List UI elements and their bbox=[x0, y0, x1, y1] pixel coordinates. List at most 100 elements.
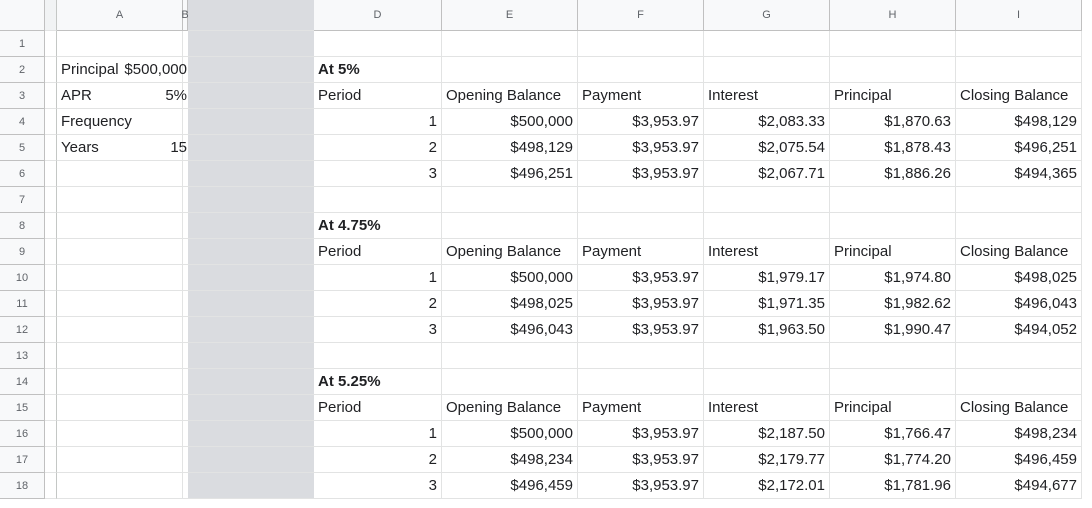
row-header-5[interactable]: 5 bbox=[0, 135, 45, 161]
cell-i3[interactable]: Closing Balance bbox=[956, 83, 1082, 109]
cell-e2[interactable] bbox=[442, 57, 578, 83]
cell-a18[interactable] bbox=[57, 473, 183, 499]
cell-g1[interactable] bbox=[704, 31, 830, 57]
cell-a12[interactable] bbox=[57, 317, 183, 343]
cell-a7[interactable] bbox=[57, 187, 183, 213]
cell-e18[interactable]: $496,459 bbox=[442, 473, 578, 499]
cell-i15[interactable]: Closing Balance bbox=[956, 395, 1082, 421]
column-header-a[interactable]: A bbox=[57, 0, 183, 31]
cell-e9[interactable]: Opening Balance bbox=[442, 239, 578, 265]
cell-g9[interactable]: Interest bbox=[704, 239, 830, 265]
cell-f17[interactable]: $3,953.97 bbox=[578, 447, 704, 473]
column-header-f[interactable]: F bbox=[578, 0, 704, 31]
cell-i18[interactable]: $494,677 bbox=[956, 473, 1082, 499]
cell-h3[interactable]: Principal bbox=[830, 83, 956, 109]
cell-f6[interactable]: $3,953.97 bbox=[578, 161, 704, 187]
cell-e13[interactable] bbox=[442, 343, 578, 369]
cell-h13[interactable] bbox=[830, 343, 956, 369]
column-header-g[interactable]: G bbox=[704, 0, 830, 31]
cell-i11[interactable]: $496,043 bbox=[956, 291, 1082, 317]
cell-h7[interactable] bbox=[830, 187, 956, 213]
cell-h17[interactable]: $1,774.20 bbox=[830, 447, 956, 473]
cell-a14[interactable] bbox=[57, 369, 183, 395]
cell-a4[interactable]: Frequency bbox=[57, 109, 183, 135]
row-header-6[interactable]: 6 bbox=[0, 161, 45, 187]
cell-g12[interactable]: $1,963.50 bbox=[704, 317, 830, 343]
cell-e11[interactable]: $498,025 bbox=[442, 291, 578, 317]
cell-d3[interactable]: Period bbox=[314, 83, 442, 109]
cell-d16[interactable]: 1 bbox=[314, 421, 442, 447]
row-header-4[interactable]: 4 bbox=[0, 109, 45, 135]
cell-i13[interactable] bbox=[956, 343, 1082, 369]
cell-g7[interactable] bbox=[704, 187, 830, 213]
cell-d12[interactable]: 3 bbox=[314, 317, 442, 343]
cell-e12[interactable]: $496,043 bbox=[442, 317, 578, 343]
cell-g8[interactable] bbox=[704, 213, 830, 239]
column-header-e[interactable]: E bbox=[442, 0, 578, 31]
cell-e4[interactable]: $500,000 bbox=[442, 109, 578, 135]
cell-f9[interactable]: Payment bbox=[578, 239, 704, 265]
cell-d17[interactable]: 2 bbox=[314, 447, 442, 473]
row-header-7[interactable]: 7 bbox=[0, 187, 45, 213]
select-all-corner[interactable] bbox=[0, 0, 45, 31]
row-header-11[interactable]: 11 bbox=[0, 291, 45, 317]
cell-g17[interactable]: $2,179.77 bbox=[704, 447, 830, 473]
cell-d6[interactable]: 3 bbox=[314, 161, 442, 187]
cell-i5[interactable]: $496,251 bbox=[956, 135, 1082, 161]
row-header-18[interactable]: 18 bbox=[0, 473, 45, 499]
cell-i12[interactable]: $494,052 bbox=[956, 317, 1082, 343]
cell-a3[interactable]: APR bbox=[57, 83, 183, 109]
cell-a5[interactable]: Years bbox=[57, 135, 183, 161]
row-header-2[interactable]: 2 bbox=[0, 57, 45, 83]
cell-h16[interactable]: $1,766.47 bbox=[830, 421, 956, 447]
cell-e3[interactable]: Opening Balance bbox=[442, 83, 578, 109]
row-header-8[interactable]: 8 bbox=[0, 213, 45, 239]
cell-h1[interactable] bbox=[830, 31, 956, 57]
cell-h15[interactable]: Principal bbox=[830, 395, 956, 421]
cell-h6[interactable]: $1,886.26 bbox=[830, 161, 956, 187]
cell-f3[interactable]: Payment bbox=[578, 83, 704, 109]
cell-f1[interactable] bbox=[578, 31, 704, 57]
cell-e17[interactable]: $498,234 bbox=[442, 447, 578, 473]
cell-g11[interactable]: $1,971.35 bbox=[704, 291, 830, 317]
cell-d2[interactable]: At 5% bbox=[314, 57, 442, 83]
cell-d18[interactable]: 3 bbox=[314, 473, 442, 499]
cell-i4[interactable]: $498,129 bbox=[956, 109, 1082, 135]
row-header-1[interactable]: 1 bbox=[0, 31, 45, 57]
cell-h5[interactable]: $1,878.43 bbox=[830, 135, 956, 161]
cell-d1[interactable] bbox=[314, 31, 442, 57]
cell-i6[interactable]: $494,365 bbox=[956, 161, 1082, 187]
cell-a13[interactable] bbox=[57, 343, 183, 369]
row-header-14[interactable]: 14 bbox=[0, 369, 45, 395]
cell-g2[interactable] bbox=[704, 57, 830, 83]
cell-d13[interactable] bbox=[314, 343, 442, 369]
cell-g13[interactable] bbox=[704, 343, 830, 369]
cell-h9[interactable]: Principal bbox=[830, 239, 956, 265]
cell-g5[interactable]: $2,075.54 bbox=[704, 135, 830, 161]
cell-e6[interactable]: $496,251 bbox=[442, 161, 578, 187]
cell-a1[interactable] bbox=[57, 31, 183, 57]
column-header-d[interactable]: D bbox=[314, 0, 442, 31]
cell-i7[interactable] bbox=[956, 187, 1082, 213]
cell-f8[interactable] bbox=[578, 213, 704, 239]
cell-f10[interactable]: $3,953.97 bbox=[578, 265, 704, 291]
cell-e10[interactable]: $500,000 bbox=[442, 265, 578, 291]
cell-i10[interactable]: $498,025 bbox=[956, 265, 1082, 291]
cell-g16[interactable]: $2,187.50 bbox=[704, 421, 830, 447]
cell-f16[interactable]: $3,953.97 bbox=[578, 421, 704, 447]
cell-e16[interactable]: $500,000 bbox=[442, 421, 578, 447]
cell-g4[interactable]: $2,083.33 bbox=[704, 109, 830, 135]
cell-d8[interactable]: At 4.75% bbox=[314, 213, 442, 239]
cell-a15[interactable] bbox=[57, 395, 183, 421]
cell-i16[interactable]: $498,234 bbox=[956, 421, 1082, 447]
cell-d4[interactable]: 1 bbox=[314, 109, 442, 135]
cell-a9[interactable] bbox=[57, 239, 183, 265]
cell-h14[interactable] bbox=[830, 369, 956, 395]
cell-h2[interactable] bbox=[830, 57, 956, 83]
cell-h18[interactable]: $1,781.96 bbox=[830, 473, 956, 499]
cell-f4[interactable]: $3,953.97 bbox=[578, 109, 704, 135]
cell-e7[interactable] bbox=[442, 187, 578, 213]
row-header-15[interactable]: 15 bbox=[0, 395, 45, 421]
cell-d9[interactable]: Period bbox=[314, 239, 442, 265]
cell-h11[interactable]: $1,982.62 bbox=[830, 291, 956, 317]
